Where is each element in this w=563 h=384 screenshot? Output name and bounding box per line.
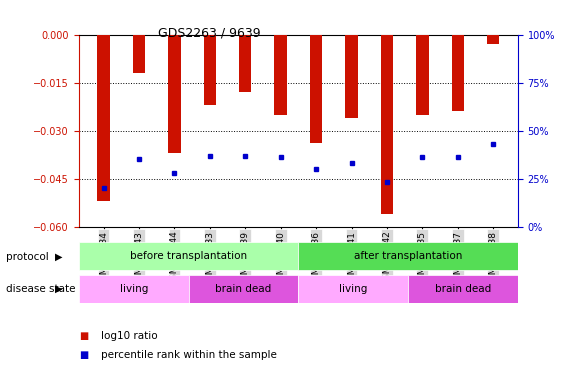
Text: GSM115039: GSM115039	[241, 231, 250, 286]
Bar	[204, 35, 216, 105]
Text: brain dead: brain dead	[435, 284, 491, 294]
Bar	[97, 35, 110, 201]
Text: brain dead: brain dead	[216, 284, 271, 294]
Text: percentile rank within the sample: percentile rank within the sample	[101, 350, 277, 360]
Text: living: living	[119, 284, 148, 294]
Text: GSM115035: GSM115035	[418, 231, 427, 286]
Bar	[189, 275, 298, 303]
Bar	[168, 35, 181, 153]
Bar	[79, 243, 298, 270]
Text: GSM115033: GSM115033	[205, 231, 215, 286]
Text: protocol: protocol	[6, 252, 48, 262]
Bar	[452, 35, 464, 111]
Text: GSM115037: GSM115037	[453, 231, 462, 286]
Text: GSM115038: GSM115038	[489, 231, 498, 286]
Bar	[275, 35, 287, 114]
Text: ■: ■	[79, 350, 88, 360]
Bar	[408, 275, 518, 303]
Bar	[487, 35, 499, 44]
Bar	[381, 35, 393, 214]
Text: ▶: ▶	[55, 252, 62, 262]
Text: GSM115043: GSM115043	[135, 231, 144, 286]
Bar	[310, 35, 322, 143]
Text: after transplantation: after transplantation	[354, 251, 462, 262]
Text: ▶: ▶	[55, 284, 62, 294]
Text: living: living	[339, 284, 368, 294]
Bar	[133, 35, 145, 73]
Bar	[345, 35, 358, 118]
Text: GSM115042: GSM115042	[382, 231, 391, 285]
Bar	[298, 243, 518, 270]
Text: GSM115040: GSM115040	[276, 231, 285, 286]
Text: GSM115041: GSM115041	[347, 231, 356, 286]
Text: GSM115044: GSM115044	[170, 231, 179, 285]
Text: GDS2263 / 9639: GDS2263 / 9639	[158, 27, 260, 40]
Text: disease state: disease state	[6, 284, 75, 294]
Text: before transplantation: before transplantation	[130, 251, 247, 262]
Text: GSM115034: GSM115034	[99, 231, 108, 286]
Bar	[298, 275, 408, 303]
Text: log10 ratio: log10 ratio	[101, 331, 158, 341]
Bar	[416, 35, 428, 114]
Text: ■: ■	[79, 331, 88, 341]
Bar	[79, 275, 189, 303]
Text: GSM115036: GSM115036	[311, 231, 320, 286]
Bar	[239, 35, 252, 92]
